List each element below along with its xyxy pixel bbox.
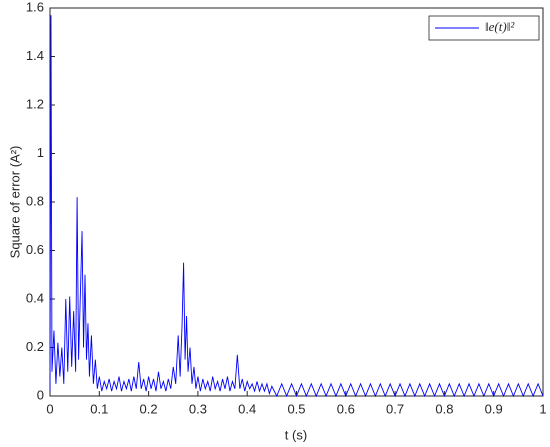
x-tick-label: 0.6 <box>337 401 355 416</box>
data-line <box>49 15 544 398</box>
y-tick-label: 0.4 <box>26 290 44 305</box>
y-tick-label: 1.6 <box>26 0 44 14</box>
y-tick-label: 0.8 <box>26 193 44 208</box>
x-tick-label: 0.3 <box>189 401 207 416</box>
x-tick-label: 0.2 <box>140 401 158 416</box>
x-tick-label: 0.5 <box>287 401 305 416</box>
plot-box <box>49 7 544 397</box>
x-tick-label: 0.8 <box>435 401 453 416</box>
x-tick-label: 0.7 <box>386 401 404 416</box>
y-tick-label: 0 <box>37 387 44 402</box>
y-tick-label: 1 <box>37 145 44 160</box>
x-tick-label: 0.9 <box>485 401 503 416</box>
x-tick-label: 0.4 <box>238 401 256 416</box>
legend-label: ‖e(t)‖² <box>485 19 515 34</box>
y-tick-label: 0.2 <box>26 339 44 354</box>
y-tick-label: 0.6 <box>26 242 44 257</box>
y-tick-label: 1.4 <box>26 48 44 63</box>
y-axis-label: Square of error (A²) <box>7 146 22 259</box>
x-tick-label: 1 <box>539 401 546 416</box>
x-tick-label: 0 <box>46 401 53 416</box>
x-tick-label: 0.1 <box>90 401 108 416</box>
y-tick-label: 1.2 <box>26 96 44 111</box>
x-axis-label: t (s) <box>285 427 307 442</box>
